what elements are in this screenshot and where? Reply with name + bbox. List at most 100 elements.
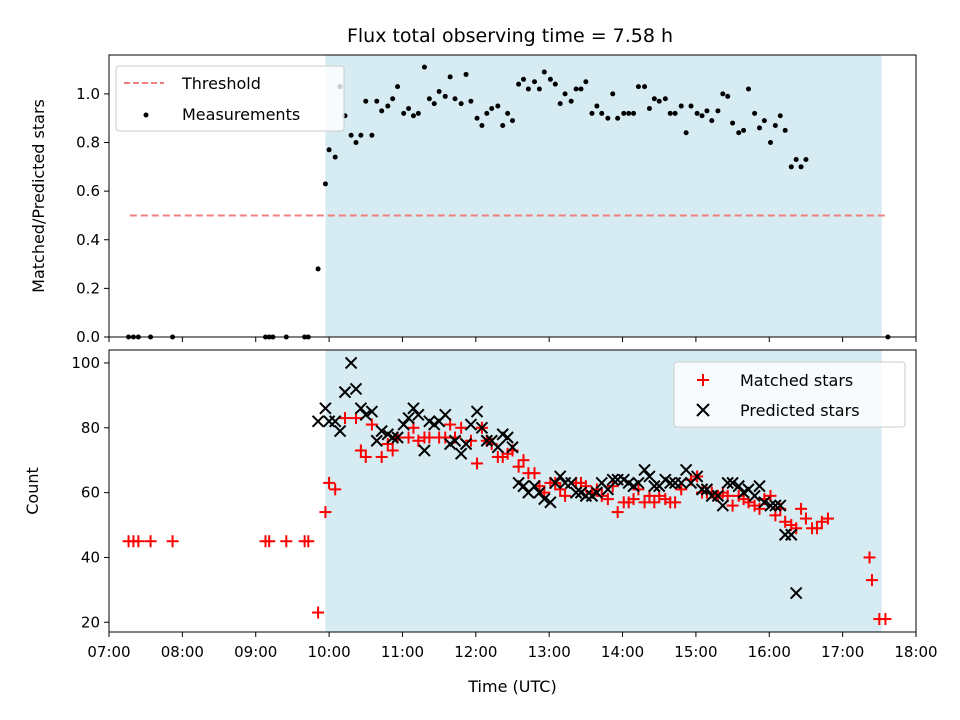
measurement-point <box>458 101 464 107</box>
predicted-star-point <box>338 385 352 399</box>
matched-star-point <box>726 499 739 512</box>
matched-star-point <box>280 535 293 548</box>
measurement-point <box>626 110 632 116</box>
predicted-star-point <box>721 476 734 490</box>
measurement-point <box>385 103 391 109</box>
measurement-point <box>525 86 531 92</box>
measurement-point <box>761 118 767 124</box>
measurement-point <box>782 127 788 133</box>
matched-legend-swatch <box>697 374 709 386</box>
measurement-point <box>803 157 809 163</box>
y-tick-label: 0.2 <box>76 279 100 297</box>
measurement-point <box>621 110 627 116</box>
matched-star-point <box>354 444 367 457</box>
matched-star-point <box>595 489 608 502</box>
measurement-point <box>421 64 427 70</box>
matched-star-point <box>144 535 157 548</box>
predicted-star-point <box>753 479 766 493</box>
predicted-star-point <box>711 489 725 503</box>
measurement-point <box>635 84 641 90</box>
matched-star-point <box>375 450 388 463</box>
predicted-star-point <box>648 479 661 493</box>
measurement-point <box>589 110 595 116</box>
predicted-star-point <box>375 424 388 438</box>
matched-star-point <box>359 450 372 463</box>
x-tick-label: 10:00 <box>307 643 350 661</box>
predicted-star-point <box>748 489 761 503</box>
predicted-star-point <box>370 434 383 447</box>
predicted-star-point <box>506 441 519 454</box>
predicted-star-point <box>439 408 452 422</box>
matched-star-point <box>795 502 808 515</box>
chart-title: Flux total observing time = 7.58 h <box>347 25 673 47</box>
measurement-point <box>736 130 742 136</box>
y-tick-label: 40 <box>81 548 100 566</box>
predicted-star-point <box>700 483 714 496</box>
matched-star-point <box>799 512 812 525</box>
observing-window-shade <box>325 55 882 337</box>
measurement-point <box>642 84 648 90</box>
measurement-point <box>662 96 668 102</box>
predicted-star-point <box>726 476 739 490</box>
measurement-point <box>568 98 574 104</box>
measurement-point <box>536 86 542 92</box>
predicted-star-point <box>695 483 709 496</box>
measurements-legend-swatch <box>143 112 149 118</box>
measurement-point <box>348 132 354 138</box>
measurement-point <box>369 132 375 138</box>
measurement-point <box>605 115 611 121</box>
ratio-legend: Threshold Measurements <box>115 65 345 132</box>
measurement-point <box>390 96 396 102</box>
matched-star-point <box>554 483 567 496</box>
y-tick-label: 1.0 <box>76 85 100 103</box>
y-tick-label: 0.4 <box>76 231 100 249</box>
y-tick-label: 60 <box>81 484 100 502</box>
matched-star-point <box>455 421 468 434</box>
measurement-point <box>725 93 731 99</box>
predicted-star-point <box>365 405 379 418</box>
measurement-point <box>406 105 412 111</box>
predicted-star-point <box>679 463 693 477</box>
matched-star-point <box>517 454 530 467</box>
measurement-point <box>510 118 515 124</box>
matched-star-point <box>863 551 876 564</box>
measurement-point <box>631 110 637 116</box>
predicted-star-point <box>311 415 325 428</box>
count-x-ticks: 07:00 08:00 09:00 10:00 11:00 12:00 13:00 14:00… <box>87 632 938 661</box>
predicted-star-point <box>470 405 484 418</box>
matched-star-point <box>648 496 661 509</box>
measurement-point <box>651 96 657 102</box>
measurement-point <box>353 140 359 146</box>
threshold-legend-label: Threshold <box>181 74 261 93</box>
count-y-ticks: 20 40 60 80 100 <box>71 354 109 631</box>
ratio-x-ticks <box>108 337 917 342</box>
predicted-star-point <box>418 444 431 457</box>
measurement-point <box>395 84 401 90</box>
measurement-point <box>704 108 710 114</box>
measurement-point <box>699 113 705 119</box>
measurement-point <box>788 164 794 170</box>
measurement-point <box>562 91 568 97</box>
measurement-point <box>756 125 762 131</box>
matched-star-point <box>302 535 315 548</box>
matched-star-point <box>779 515 792 528</box>
matched-star-point <box>601 493 614 506</box>
predicted-star-point <box>632 476 645 490</box>
measurement-point <box>326 147 332 153</box>
measurement-point <box>583 79 589 85</box>
measurement-point <box>667 110 673 116</box>
measurement-point <box>678 103 684 109</box>
measurement-point <box>322 181 328 187</box>
y-tick-label: 0.6 <box>76 182 100 200</box>
count-y-axis-label: Count <box>23 467 42 515</box>
matched-star-point <box>753 502 766 515</box>
measurement-point <box>741 127 747 133</box>
measurement-point <box>683 130 689 136</box>
measurement-point <box>489 105 495 111</box>
matched-star-point <box>675 483 688 496</box>
measurement-point <box>484 110 490 116</box>
count-plot-frame <box>108 349 917 633</box>
x-tick-label: 12:00 <box>454 643 497 661</box>
matched-star-point <box>815 515 828 528</box>
measurement-point <box>646 105 652 111</box>
